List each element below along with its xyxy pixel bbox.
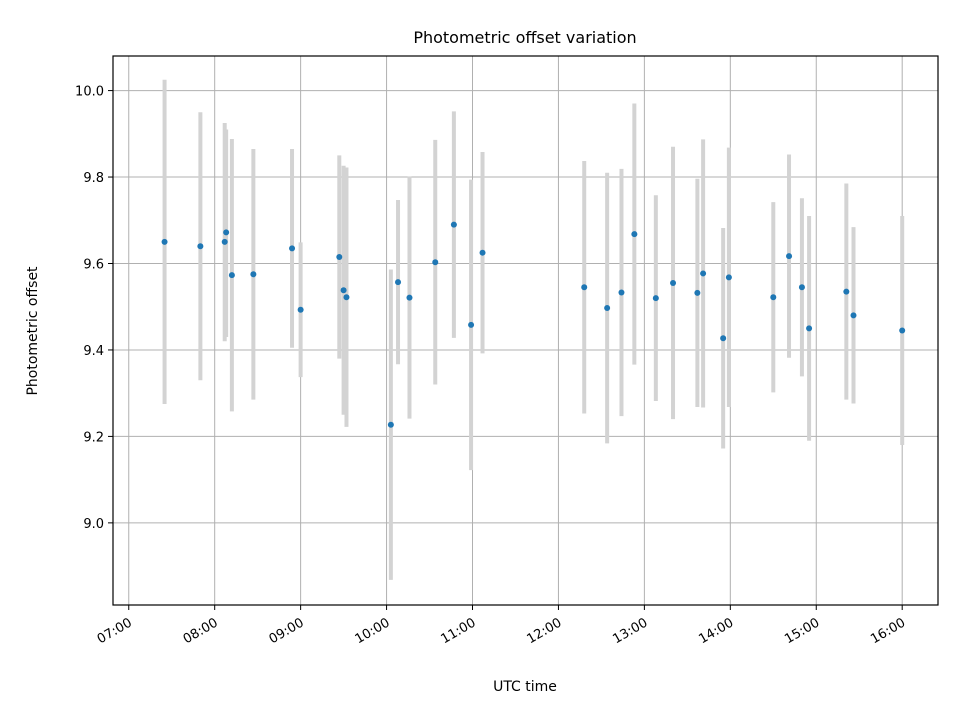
data-point (221, 238, 228, 245)
data-point (850, 312, 857, 319)
data-point (432, 259, 439, 266)
data-point (161, 238, 168, 245)
y-tick-label: 10.0 (75, 85, 104, 100)
data-point (468, 321, 475, 328)
y-tick-label: 9.2 (83, 430, 104, 445)
chart-title: Photometric offset variation (413, 28, 636, 47)
data-point (343, 294, 350, 301)
y-axis-label: Photometric offset (25, 266, 41, 396)
data-point (725, 274, 732, 281)
data-point (479, 249, 486, 256)
data-point (843, 288, 850, 295)
data-points (161, 221, 906, 428)
data-point (798, 284, 805, 291)
data-point (223, 229, 230, 236)
data-point (228, 272, 235, 279)
data-point (395, 279, 402, 286)
y-tick-label: 9.8 (83, 171, 104, 186)
data-point (700, 270, 707, 277)
data-point (899, 327, 906, 334)
data-point (604, 305, 611, 312)
data-point (806, 325, 813, 332)
data-point (197, 243, 204, 250)
data-point (618, 289, 625, 296)
data-point (289, 245, 296, 252)
y-tick-label: 9.6 (83, 257, 104, 272)
data-point (340, 287, 347, 294)
data-point (786, 253, 793, 260)
data-point (450, 221, 457, 228)
y-tick-label: 9.4 (83, 344, 104, 359)
data-point (581, 284, 588, 291)
plot-frame (112, 55, 939, 606)
data-point (652, 295, 659, 302)
data-point (770, 294, 777, 301)
data-point (720, 335, 727, 342)
data-point (631, 231, 638, 238)
data-point (694, 289, 701, 296)
data-point (250, 271, 257, 278)
data-point (670, 279, 677, 286)
data-point (297, 306, 304, 313)
data-point (387, 421, 394, 428)
data-point (406, 294, 413, 301)
data-point (336, 254, 343, 261)
x-axis-label: UTC time (493, 679, 557, 695)
y-tick-label: 9.0 (83, 517, 104, 532)
